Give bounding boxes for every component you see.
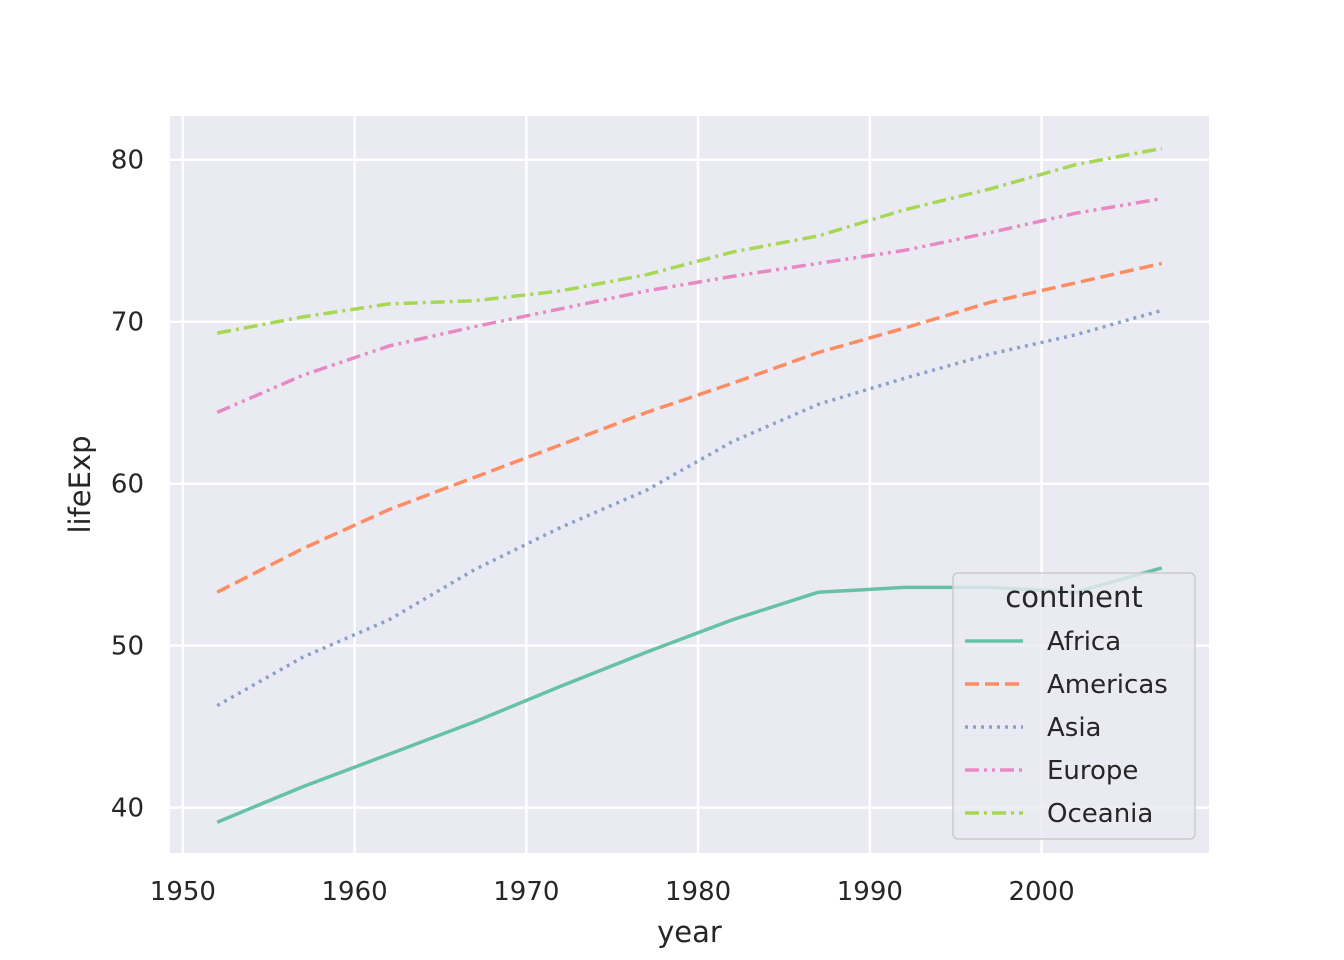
y-tick-label: 70 — [111, 308, 144, 338]
x-tick-label: 2000 — [1008, 877, 1074, 907]
legend: continent Africa Americas Asia Europe Oceani… — [952, 572, 1196, 840]
legend-label-oceania: Oceania — [1047, 799, 1153, 829]
x-axis-ticks: 1950 1960 1970 1980 1990 2000 — [150, 877, 1075, 907]
series-line-europe — [216, 196, 1163, 415]
x-tick-label: 1970 — [493, 877, 559, 907]
legend-label-americas: Americas — [1047, 670, 1168, 700]
legend-title: continent — [1005, 580, 1142, 614]
legend-items: Africa Americas Asia Europe Oceania — [965, 627, 1168, 829]
x-tick-label: 1990 — [837, 877, 903, 907]
y-tick-label: 80 — [111, 146, 144, 176]
series-line-americas — [216, 261, 1163, 594]
legend-label-europe: Europe — [1047, 756, 1138, 786]
grid — [170, 116, 1209, 853]
series-line-oceania — [216, 146, 1163, 335]
y-axis-label: lifeExp — [63, 435, 97, 533]
legend-label-asia: Asia — [1047, 713, 1102, 743]
x-tick-label: 1960 — [322, 877, 388, 907]
x-axis-label: year — [657, 915, 722, 949]
y-tick-label: 40 — [111, 794, 144, 824]
y-tick-label: 60 — [111, 470, 144, 500]
y-axis-ticks: 40 50 60 70 80 — [111, 146, 144, 824]
y-tick-label: 50 — [111, 632, 144, 662]
series-line-asia — [216, 308, 1163, 708]
x-tick-label: 1950 — [150, 877, 216, 907]
legend-label-africa: Africa — [1047, 627, 1121, 657]
x-tick-label: 1980 — [665, 877, 731, 907]
